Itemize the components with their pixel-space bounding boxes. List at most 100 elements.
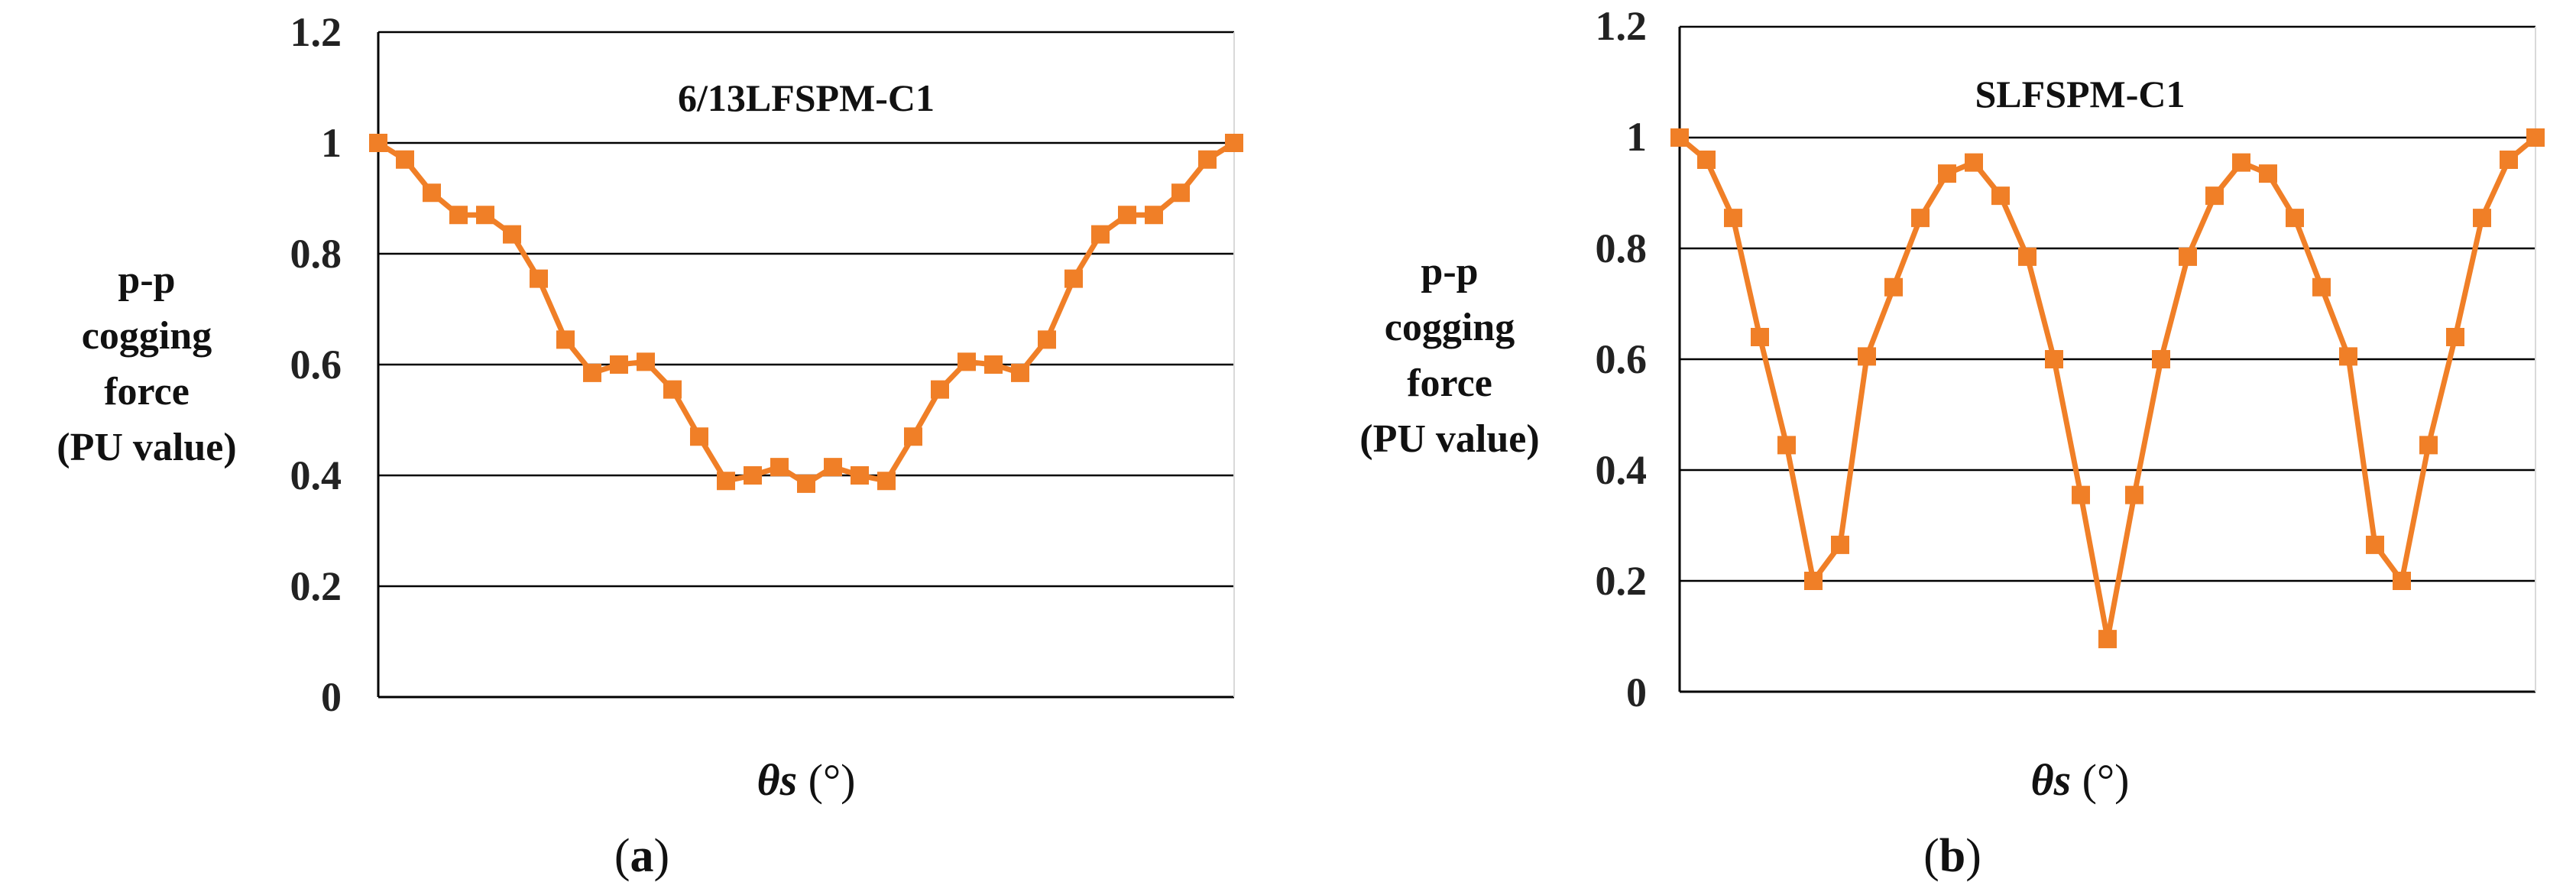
chart-a-ytick-label: 0.4 — [290, 452, 342, 498]
chart-b-ylabel-line: (PU value) — [1359, 417, 1539, 461]
chart-b-ytick-label: 0 — [1626, 670, 1647, 715]
chart-a-data-point — [690, 427, 708, 446]
chart-a-xlabel-unit: (°) — [808, 755, 856, 805]
chart-a-data-point — [744, 466, 762, 485]
panel-a-paren-open: ( — [614, 830, 630, 882]
panel-label-a: (a) — [614, 830, 669, 882]
chart-b-data-point — [2098, 630, 2117, 649]
chart-b-title: SLFSPM-C1 — [1975, 73, 2186, 115]
chart-a-ytick-label: 1.2 — [290, 9, 342, 55]
chart-a-data-point — [770, 458, 789, 477]
chart-a-data-point — [503, 225, 521, 244]
chart-a-data-point — [904, 427, 922, 446]
chart-b-xlabel-symbol: θs — [2030, 755, 2071, 805]
chart-b-data-point — [2500, 151, 2518, 169]
chart-b-data-point — [2259, 164, 2277, 183]
chart-b-data-point — [2045, 350, 2063, 368]
chart-b-data-point — [2446, 328, 2464, 346]
panel-a-letter: a — [630, 830, 654, 882]
chart-a-data-point — [931, 380, 949, 399]
chart-b-ylabel-line: force — [1407, 362, 1492, 405]
chart-a-data-point — [1064, 269, 1083, 288]
chart-a-data-point — [663, 380, 682, 399]
chart-b-data-point — [1670, 128, 1689, 147]
chart-b-data-point — [1697, 151, 1716, 169]
chart-b-series-line — [1677, 135, 2539, 642]
chart-b-data-point — [2232, 153, 2250, 172]
chart-a-y-axis-title: p-p cogging force (PU value) — [57, 258, 236, 469]
chart-a-data-point — [449, 206, 468, 225]
chart-b-ytick-label: 1 — [1626, 114, 1647, 160]
chart-b-x-axis-title: θs (°) — [2030, 755, 2129, 805]
chart-a-data-point — [851, 466, 869, 485]
chart-a-data-point — [1091, 225, 1110, 244]
chart-b-data-point — [2018, 247, 2036, 266]
chart-a-data-point — [423, 183, 441, 203]
chart-b-data-point — [2526, 128, 2545, 147]
chart-a-series — [369, 134, 1243, 493]
chart-a-ytick-label: 0.2 — [290, 563, 342, 609]
chart-a-ytick-label: 1 — [321, 120, 342, 166]
chart-b-data-point — [1831, 535, 1849, 554]
chart-b-data-point — [1777, 436, 1796, 455]
chart-a-ytick-label: 0.8 — [290, 231, 342, 277]
chart-b-data-point — [2286, 209, 2304, 228]
chart-a-grid — [377, 31, 1235, 699]
chart-a: 1.2 1 0.8 0.6 0.4 0.2 0 p-p cogging forc… — [57, 9, 1243, 882]
chart-b-data-point — [2312, 277, 2331, 297]
chart-b-data-point — [2125, 485, 2143, 504]
chart-b-ytick-label: 0.2 — [1596, 558, 1648, 604]
chart-b-data-point — [2152, 350, 2170, 368]
chart-b-data-point — [2072, 485, 2090, 504]
chart-a-data-point — [396, 150, 414, 169]
chart-a-data-point — [984, 355, 1003, 374]
chart-b-data-point — [1804, 572, 1823, 590]
chart-a-ylabel-line: force — [104, 370, 190, 413]
chart-b-data-point — [1991, 186, 2010, 206]
chart-b-grid — [1678, 25, 2536, 693]
chart-b-data-point — [2393, 572, 2411, 590]
chart-a-data-point — [1225, 134, 1243, 152]
chart-b-data-point — [1858, 347, 1876, 366]
chart-a-data-point — [717, 472, 735, 491]
chart-a-data-point — [1038, 330, 1056, 349]
chart-a-series-line — [375, 140, 1237, 487]
chart-b-xlabel-unit: (°) — [2082, 755, 2130, 805]
chart-b-data-point — [2473, 209, 2491, 228]
chart-a-data-point — [797, 474, 815, 493]
chart-a-data-point — [530, 269, 548, 288]
panel-b-paren-open: ( — [1923, 830, 1939, 882]
chart-a-xlabel-symbol: θs — [757, 755, 797, 805]
chart-a-data-point — [1011, 363, 1029, 382]
chart-a-ytick-label: 0.6 — [290, 342, 342, 388]
chart-a-data-point — [369, 134, 387, 152]
chart-a-data-point — [556, 330, 575, 349]
chart-b-data-point — [2419, 436, 2438, 455]
chart-a-data-point — [476, 206, 494, 225]
chart-b-data-point — [2366, 535, 2384, 554]
panel-b-paren-close: ) — [1965, 830, 1981, 882]
chart-a-y-tick-labels: 1.2 1 0.8 0.6 0.4 0.2 0 — [290, 9, 342, 720]
chart-b-y-tick-labels: 1.2 1 0.8 0.6 0.4 0.2 0 — [1596, 3, 1648, 715]
chart-b-xlabel-space — [2071, 755, 2082, 805]
chart-b-ylabel-line: p-p — [1421, 250, 1478, 293]
chart-a-data-point — [610, 355, 628, 374]
chart-a-data-point — [637, 352, 655, 371]
chart-a-ylabel-line: (PU value) — [57, 426, 236, 469]
chart-b-data-point — [1751, 328, 1769, 346]
chart-a-data-point — [957, 352, 976, 371]
chart-a-ylabel-line: p-p — [118, 258, 175, 302]
chart-b-ytick-label: 0.4 — [1596, 447, 1648, 493]
chart-b-y-axis-title: p-p cogging force (PU value) — [1359, 250, 1539, 461]
chart-b-ytick-label: 1.2 — [1596, 3, 1648, 49]
panel-label-b: (b) — [1923, 830, 1981, 882]
panel-a-paren-close: ) — [654, 830, 670, 882]
chart-b-series — [1670, 128, 2545, 649]
chart-b-ytick-label: 0.6 — [1596, 336, 1648, 382]
chart-a-data-point — [877, 472, 896, 491]
chart-b-data-point — [1938, 164, 1956, 183]
chart-b-data-point — [2339, 347, 2357, 366]
chart-b-data-point — [2205, 186, 2224, 206]
chart-b-data-point — [1965, 153, 1983, 172]
chart-a-title: 6/13LFSPM-C1 — [678, 76, 935, 119]
